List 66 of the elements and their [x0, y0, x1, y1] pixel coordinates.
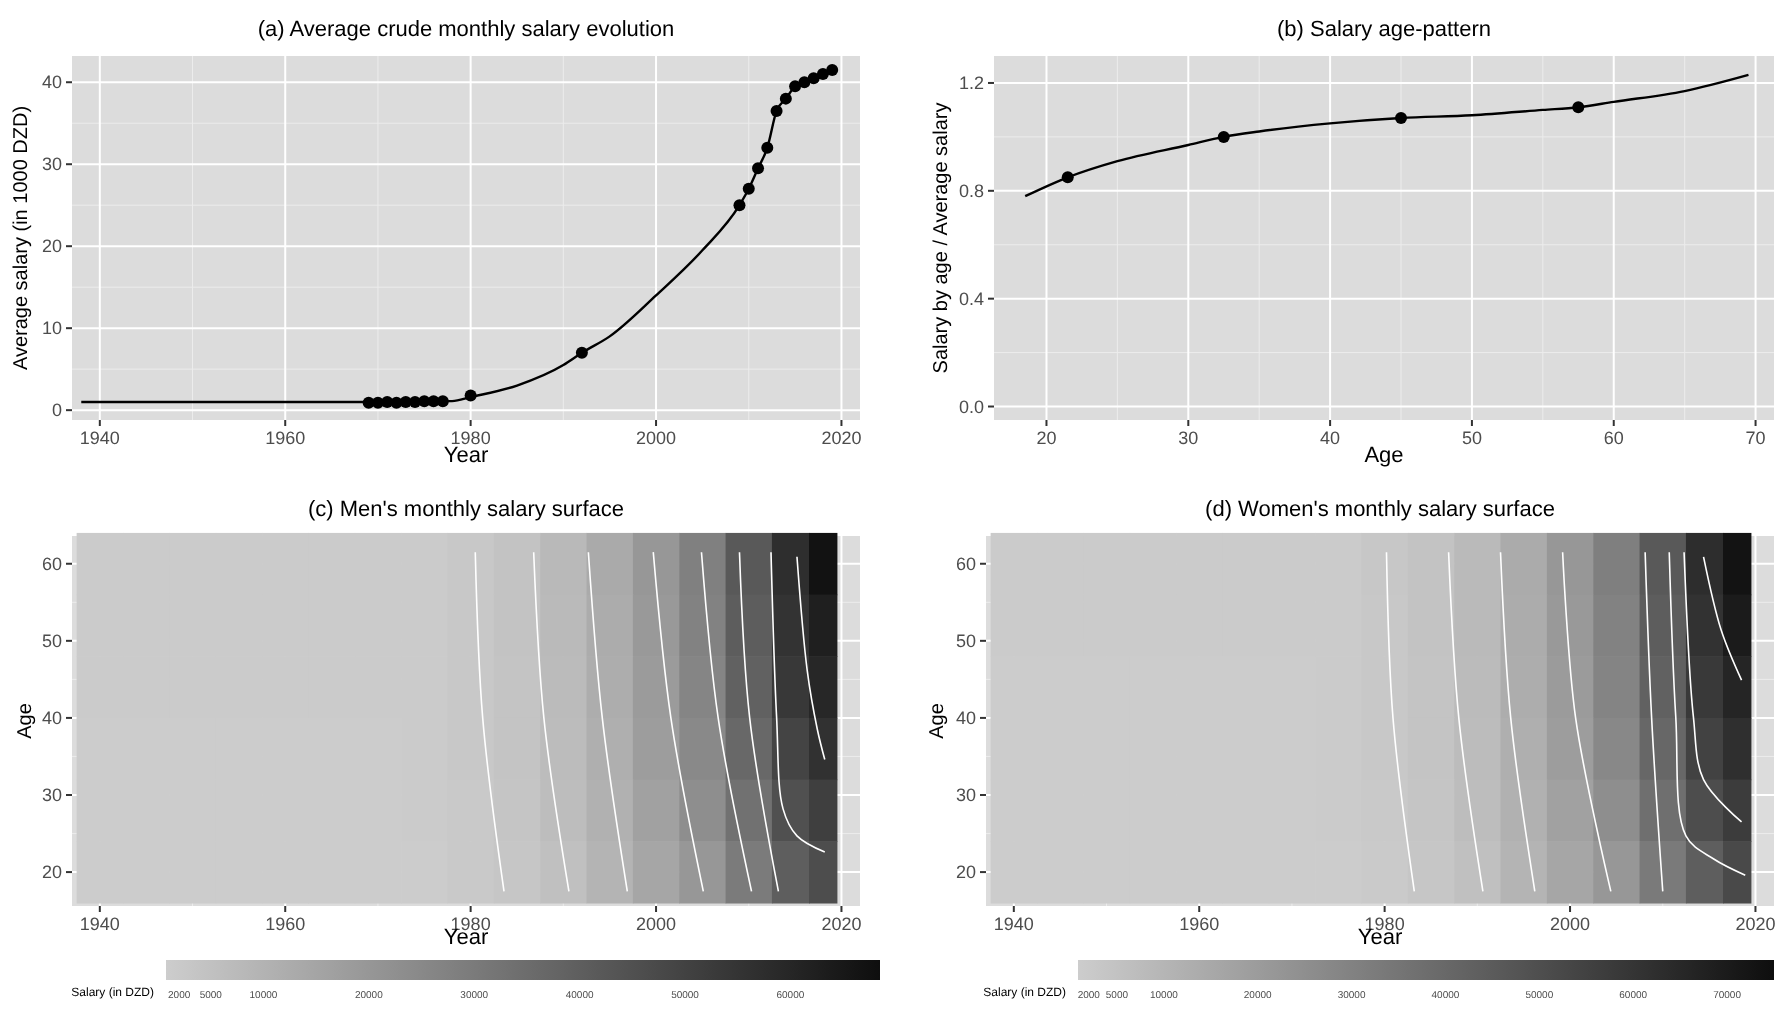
- y-tick-label: 20: [955, 862, 976, 883]
- point: [826, 63, 839, 76]
- y-tick-label: 30: [41, 154, 62, 175]
- y-tick-label: 50: [41, 630, 62, 651]
- y-tick-label: 40: [955, 707, 976, 728]
- x-tick-label: 1960: [1179, 914, 1220, 934]
- x-tick-label: 60: [1603, 428, 1624, 448]
- y-tick-label: 40: [41, 707, 62, 728]
- x-tick-label: 40: [1320, 428, 1341, 448]
- point: [770, 104, 783, 117]
- y-tick-label: 50: [955, 630, 976, 651]
- chart-title: (b) Salary age-pattern: [1277, 18, 1491, 42]
- y-tick-label: 60: [955, 553, 976, 574]
- y-tick-label: 20: [41, 862, 62, 883]
- x-tick-label: 2020: [821, 914, 862, 934]
- y-axis-title: Age: [927, 702, 949, 739]
- x-tick-label: 2000: [1550, 914, 1591, 934]
- point: [575, 346, 588, 359]
- y-tick-label: 30: [955, 785, 976, 805]
- x-axis-title: Age: [1364, 444, 1404, 468]
- x-tick-label: 1940: [79, 914, 120, 934]
- line-series: [1024, 73, 1750, 198]
- point: [807, 72, 820, 85]
- x-tick-label: 1940: [993, 914, 1034, 934]
- point: [1061, 171, 1074, 184]
- x-tick-label: 2020: [821, 428, 862, 448]
- chart-title: (d) Women's monthly salary surface: [1205, 498, 1555, 522]
- x-tick-label: 20: [1036, 428, 1057, 448]
- x-axis-title: Year: [443, 444, 489, 468]
- y-tick-label: 0.8: [958, 180, 984, 201]
- y-axis-title: Average salary (in 1000 DZD): [11, 105, 33, 371]
- x-tick-label: 50: [1461, 428, 1482, 448]
- x-tick-label: 2000: [636, 428, 677, 448]
- point: [742, 182, 755, 195]
- y-tick-label: 0.4: [958, 288, 984, 309]
- point: [1395, 112, 1408, 125]
- x-tick-label: 2020: [1735, 914, 1776, 934]
- chart-title: (c) Men's monthly salary surface: [308, 498, 624, 522]
- x-tick-label: 1980: [450, 428, 491, 448]
- x-tick-label: 2000: [636, 914, 677, 934]
- chart-title: (a) Average crude monthly salary evolution: [257, 18, 675, 42]
- y-tick-label: 20: [41, 236, 62, 257]
- x-tick-label: 70: [1745, 428, 1766, 448]
- x-tick-label: 1960: [265, 914, 306, 934]
- point: [464, 389, 477, 402]
- point: [752, 162, 765, 175]
- point: [1217, 130, 1230, 143]
- y-tick-label: 0: [51, 400, 62, 421]
- point: [798, 76, 811, 89]
- point: [1572, 101, 1585, 114]
- y-axis-title: Age: [15, 702, 37, 739]
- x-tick-label: 30: [1178, 428, 1199, 448]
- x-tick-label: 1940: [79, 428, 120, 448]
- y-tick-label: 0.0: [958, 396, 984, 417]
- point: [816, 68, 829, 81]
- y-tick-label: 10: [41, 318, 62, 339]
- point: [733, 199, 746, 212]
- point: [779, 92, 792, 105]
- y-tick-label: 1.2: [958, 72, 984, 93]
- y-axis-title: Salary by age / Average salary: [931, 102, 953, 374]
- y-tick-label: 30: [41, 785, 62, 805]
- point: [789, 80, 802, 93]
- x-tick-label: 1960: [265, 428, 306, 448]
- point: [761, 141, 774, 154]
- y-tick-label: 60: [41, 553, 62, 574]
- y-tick-label: 40: [41, 72, 62, 93]
